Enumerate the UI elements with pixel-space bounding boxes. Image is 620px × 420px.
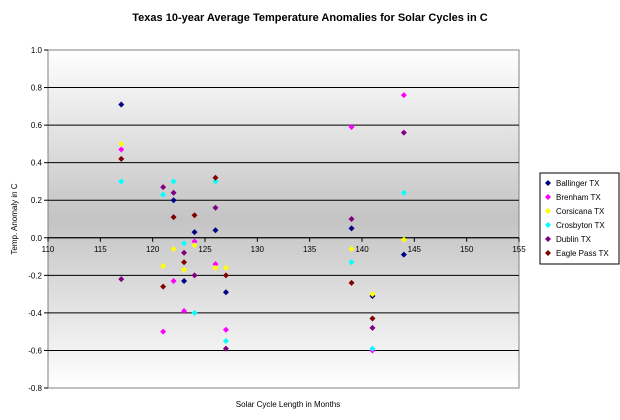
data-point <box>160 191 167 198</box>
legend-marker <box>545 250 551 256</box>
y-tick-label: -0.6 <box>28 346 42 355</box>
y-tick-label: 0.0 <box>31 234 43 243</box>
data-point <box>160 328 167 335</box>
x-tick-label: 125 <box>198 245 212 254</box>
data-point <box>191 212 198 219</box>
legend-entry: Dublin TX <box>556 235 592 244</box>
data-point <box>118 146 125 153</box>
y-axis: 1.0 0.8 0.6 0.4 0.2 0.0 -0.2 -0.4 -0.6 -0.8 <box>28 46 48 393</box>
data-point <box>222 289 229 296</box>
data-point <box>118 140 125 147</box>
data-point <box>369 315 376 322</box>
data-point <box>212 204 219 211</box>
data-point <box>348 246 355 253</box>
data-point <box>400 236 407 243</box>
legend-entry: Crosbyton TX <box>556 221 605 230</box>
y-tick-label: -0.4 <box>28 309 42 318</box>
data-point <box>369 291 376 298</box>
y-tick-label: 0.2 <box>31 196 43 205</box>
data-point <box>170 178 177 185</box>
data-point <box>348 279 355 286</box>
data-point <box>222 264 229 271</box>
data-point <box>348 259 355 266</box>
data-point <box>118 178 125 185</box>
data-point <box>369 345 376 352</box>
data-point <box>160 283 167 290</box>
x-tick-label: 130 <box>251 245 265 254</box>
data-point <box>170 214 177 221</box>
x-tick-label: 155 <box>512 245 526 254</box>
x-tick-label: 140 <box>355 245 369 254</box>
data-point <box>160 184 167 191</box>
data-point <box>170 277 177 284</box>
data-point <box>181 240 188 247</box>
legend-entry: Eagle Pass TX <box>556 249 609 258</box>
data-point <box>181 259 188 266</box>
data-point <box>181 249 188 256</box>
y-tick-label: 1.0 <box>31 46 43 55</box>
legend: Ballinger TX Brenham TX Corsicana TX Crosby… <box>539 172 620 265</box>
legend-marker <box>545 222 551 228</box>
y-tick-label: 0.4 <box>31 159 43 168</box>
y-tick-label: 0.8 <box>31 84 43 93</box>
data-point <box>400 189 407 196</box>
data-point <box>170 189 177 196</box>
chart-title: Texas 10-year Average Temperature Anomal… <box>132 12 487 24</box>
data-point <box>348 216 355 222</box>
data-point <box>170 246 177 253</box>
data-point <box>348 225 355 232</box>
data-point <box>212 174 219 181</box>
data-point <box>191 238 198 245</box>
legend-marker <box>545 180 551 186</box>
legend-marker <box>545 236 551 242</box>
data-point <box>118 155 125 162</box>
data-point <box>400 129 407 136</box>
y-tick-label: 0.6 <box>31 121 43 130</box>
x-tick-label: 110 <box>42 245 55 254</box>
data-point <box>181 308 188 315</box>
data-point <box>191 272 198 279</box>
plot-area <box>47 49 520 389</box>
x-tick-label: 150 <box>460 245 474 254</box>
x-tick-label: 145 <box>408 245 422 254</box>
y-tick-label: -0.2 <box>28 271 42 280</box>
data-point <box>348 123 355 130</box>
data-point <box>400 251 407 258</box>
x-axis-label: Solar Cycle Length in Months <box>236 400 341 409</box>
data-point <box>160 262 167 269</box>
data-point <box>212 264 219 271</box>
legend-entry: Brenham TX <box>556 193 601 202</box>
data-point <box>191 309 198 316</box>
x-tick-label: 135 <box>303 245 317 254</box>
data-point <box>212 227 219 234</box>
y-axis-label: Temp. Anomaly in C <box>10 183 19 254</box>
x-tick-label: 120 <box>146 245 160 254</box>
data-point <box>118 101 125 108</box>
data-point <box>400 92 407 99</box>
legend-box <box>539 172 620 265</box>
data-point <box>118 276 125 283</box>
legend-items: Ballinger TX Brenham TX Corsicana TX Crosby… <box>545 179 609 258</box>
x-axis: 110 115 120 125 130 135 140 145 150 155 <box>42 237 526 254</box>
legend-marker <box>545 208 551 214</box>
data-point <box>222 326 229 333</box>
y-tick-label: -0.8 <box>28 384 42 393</box>
legend-entry: Ballinger TX <box>556 179 600 188</box>
data-point <box>369 324 376 331</box>
data-point <box>212 261 219 268</box>
data-points <box>118 92 407 354</box>
data-point <box>181 266 188 273</box>
legend-marker <box>545 194 551 200</box>
data-point <box>212 178 219 185</box>
data-point <box>222 272 229 279</box>
data-point <box>181 277 188 284</box>
data-point <box>191 229 198 236</box>
data-point <box>170 197 177 204</box>
legend-entry: Corsicana TX <box>556 207 605 216</box>
data-point <box>191 242 198 249</box>
x-tick-label: 115 <box>94 245 107 254</box>
data-point <box>222 345 229 352</box>
data-point <box>222 338 229 345</box>
